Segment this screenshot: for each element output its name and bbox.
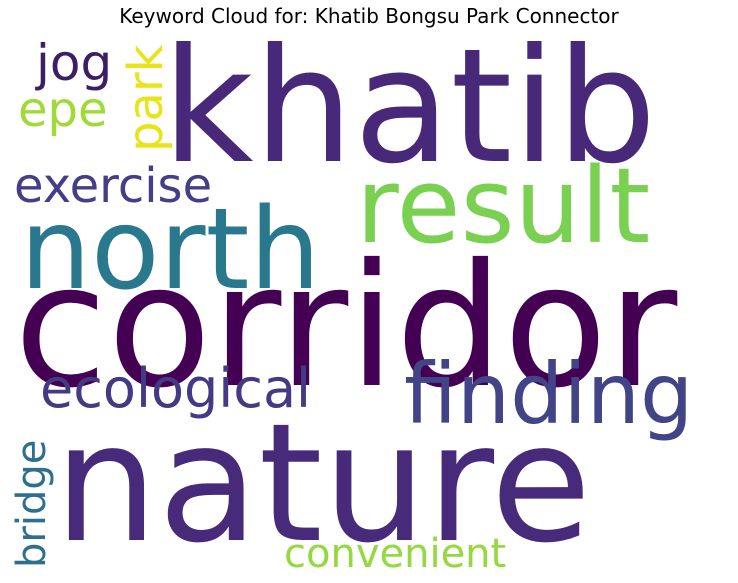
word-nature: nature xyxy=(54,388,592,576)
word-jog: jog xyxy=(36,36,113,92)
word-ecological: ecological xyxy=(40,357,312,420)
word-cloud: khatib corridor nature north result find… xyxy=(14,36,720,576)
word-corridor: corridor xyxy=(14,228,678,426)
word-park: park xyxy=(118,44,174,152)
word-bridge: bridge xyxy=(14,439,55,568)
word-convenient: convenient xyxy=(284,531,507,576)
word-khatib: khatib xyxy=(162,36,657,199)
word-north: north xyxy=(20,185,321,315)
chart-title: Keyword Cloud for: Khatib Bongsu Park Co… xyxy=(119,4,619,28)
word-finding: finding xyxy=(404,345,694,443)
word-epe: epe xyxy=(18,82,108,138)
word-result: result xyxy=(356,145,651,267)
word-exercise: exercise xyxy=(14,158,213,214)
